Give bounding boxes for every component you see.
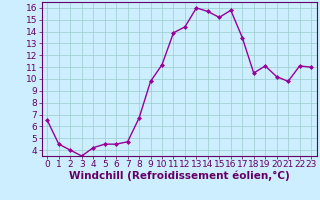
X-axis label: Windchill (Refroidissement éolien,°C): Windchill (Refroidissement éolien,°C) bbox=[69, 171, 290, 181]
